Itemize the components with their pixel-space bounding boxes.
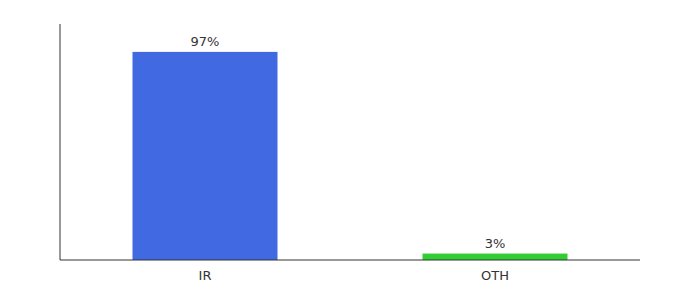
bars <box>133 52 568 260</box>
data-label: 97% <box>191 34 220 49</box>
chart-svg: IR OTH 97% 3% <box>0 0 680 300</box>
y-axis-line <box>60 24 61 260</box>
chart-container: IR OTH 97% 3% <box>0 0 680 300</box>
bar <box>133 52 278 260</box>
data-label: 3% <box>485 236 506 251</box>
x-tick-label: OTH <box>481 268 509 283</box>
x-axis-line <box>60 260 640 261</box>
x-tick-label: IR <box>199 268 212 283</box>
bar <box>423 254 568 260</box>
